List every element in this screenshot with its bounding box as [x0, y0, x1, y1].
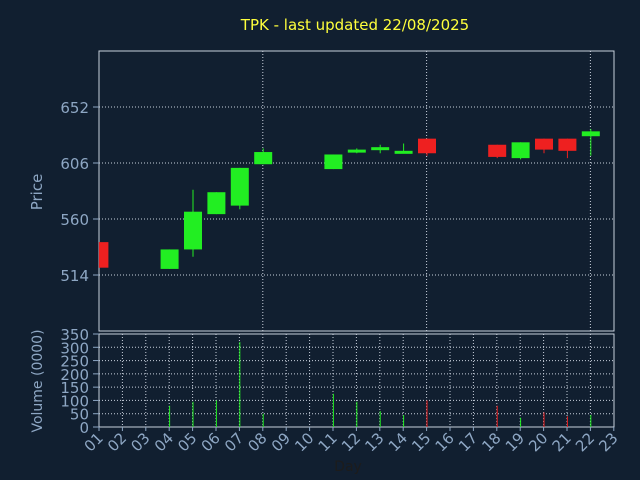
x-tick-label: 07 — [221, 429, 247, 455]
price-y-axis: 514 560 606 652 — [60, 99, 99, 285]
volume-tick-label: 150 — [60, 379, 89, 397]
x-tick-label: 18 — [478, 429, 504, 455]
candle-body — [581, 131, 600, 137]
x-tick-label: 04 — [151, 429, 177, 455]
x-tick-label: 08 — [244, 429, 270, 455]
volume-grid — [99, 334, 614, 427]
candle-body — [418, 138, 436, 154]
candle-body — [207, 192, 226, 215]
price-grid — [99, 51, 614, 331]
volume-axis-label: Volume (0000) — [30, 329, 46, 432]
candle-body — [254, 152, 273, 165]
candle-body — [488, 144, 507, 157]
price-plot-frame — [98, 50, 615, 332]
x-axis-label: Day — [334, 459, 362, 475]
x-tick-label: 23 — [595, 429, 621, 455]
candle-body — [230, 167, 249, 206]
candle-body — [324, 154, 343, 170]
candle-body — [394, 150, 413, 154]
candle-body — [99, 242, 109, 268]
x-tick-label: 02 — [104, 429, 130, 455]
candle-body — [558, 138, 577, 151]
price-tick-label: 560 — [60, 211, 89, 229]
x-tick-label: 03 — [127, 429, 153, 455]
x-tick-label: 17 — [455, 429, 481, 455]
x-tick-label: 20 — [525, 429, 551, 455]
chart-title: TPK - last updated 22/08/2025 — [240, 16, 469, 34]
x-tick-label: 19 — [502, 429, 528, 455]
price-axis-label: Price — [28, 174, 46, 211]
x-tick-label: 05 — [174, 429, 200, 455]
price-tick-label: 652 — [60, 99, 89, 117]
volume-series — [169, 341, 592, 427]
x-tick-label: 15 — [408, 429, 434, 455]
candle-body — [371, 147, 390, 151]
volume-tick-label: 350 — [60, 326, 89, 344]
x-tick-label: 22 — [572, 429, 598, 455]
x-tick-label: 13 — [361, 429, 387, 455]
x-axis: 0102030405060708091011121314151617181920… — [81, 427, 622, 455]
x-tick-label: 10 — [291, 429, 317, 455]
candle-body — [347, 149, 366, 153]
x-tick-label: 09 — [268, 429, 294, 455]
x-tick-label: 16 — [432, 429, 458, 455]
volume-tick-label: 200 — [60, 366, 89, 384]
x-tick-label: 11 — [315, 429, 341, 455]
candle-body — [184, 211, 202, 250]
candle-body — [511, 142, 530, 159]
price-tick-label: 514 — [60, 267, 89, 285]
volume-tick-label: 0 — [79, 419, 89, 437]
x-tick-label: 06 — [198, 429, 224, 455]
volume-tick-label: 250 — [60, 353, 89, 371]
volume-tick-label: 300 — [60, 339, 89, 357]
volume-tick-label: 100 — [60, 392, 89, 410]
candle-body — [160, 249, 179, 269]
x-tick-label: 21 — [549, 429, 575, 455]
volume-tick-label: 50 — [70, 406, 89, 424]
candle-body — [535, 138, 553, 150]
price-tick-label: 606 — [60, 155, 89, 173]
x-tick-label: 12 — [338, 429, 364, 455]
x-tick-label: 14 — [385, 429, 411, 455]
candlestick-series — [98, 128, 600, 269]
